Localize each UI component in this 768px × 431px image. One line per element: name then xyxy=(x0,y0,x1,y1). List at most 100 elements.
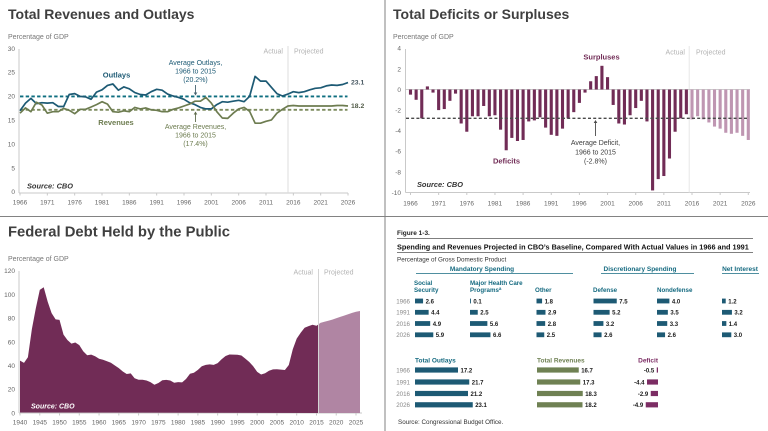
svg-text:4.0: 4.0 xyxy=(672,299,681,305)
svg-text:2.9: 2.9 xyxy=(548,311,557,317)
svg-text:1965: 1965 xyxy=(112,420,127,427)
svg-text:Source: CBO: Source: CBO xyxy=(417,180,463,189)
svg-text:2020: 2020 xyxy=(329,420,344,427)
svg-text:Surpluses: Surpluses xyxy=(583,53,619,62)
svg-text:Projected: Projected xyxy=(294,49,324,56)
svg-text:Deficits: Deficits xyxy=(493,157,520,166)
svg-text:Programsa: Programsa xyxy=(470,286,502,294)
svg-text:Nondefense: Nondefense xyxy=(657,287,693,294)
svg-text:1996: 1996 xyxy=(177,200,192,207)
svg-text:(-2.8%): (-2.8%) xyxy=(584,159,607,166)
svg-text:25: 25 xyxy=(8,70,16,77)
svg-text:2025: 2025 xyxy=(349,420,364,427)
svg-text:1966: 1966 xyxy=(396,367,410,374)
svg-text:Actual: Actual xyxy=(264,49,284,56)
svg-text:Mandatory Spending: Mandatory Spending xyxy=(450,266,514,273)
svg-text:Average Deficit,: Average Deficit, xyxy=(571,140,620,147)
svg-text:2015: 2015 xyxy=(309,420,324,427)
svg-text:100: 100 xyxy=(4,292,15,299)
svg-text:23.1: 23.1 xyxy=(351,80,364,87)
svg-text:1.8: 1.8 xyxy=(545,299,554,305)
svg-text:16.7: 16.7 xyxy=(581,368,593,374)
svg-text:1996: 1996 xyxy=(572,201,587,208)
svg-text:Discretionary Spending: Discretionary Spending xyxy=(604,266,677,273)
svg-text:3.2: 3.2 xyxy=(606,322,615,328)
svg-text:23.1: 23.1 xyxy=(475,403,487,409)
svg-text:2.5: 2.5 xyxy=(547,333,556,339)
svg-text:-2.9: -2.9 xyxy=(638,392,649,398)
svg-text:2011: 2011 xyxy=(259,200,273,207)
svg-text:Total Revenues: Total Revenues xyxy=(537,358,585,365)
svg-text:Other: Other xyxy=(535,287,552,294)
svg-text:1955: 1955 xyxy=(72,420,87,427)
svg-text:Outlays: Outlays xyxy=(103,71,131,80)
svg-text:15: 15 xyxy=(8,118,16,125)
svg-text:Projected: Projected xyxy=(324,270,354,277)
svg-text:1991: 1991 xyxy=(149,200,164,207)
svg-text:20: 20 xyxy=(8,387,16,394)
svg-text:0.1: 0.1 xyxy=(473,299,482,305)
svg-text:7.5: 7.5 xyxy=(619,299,628,305)
svg-text:3.0: 3.0 xyxy=(734,333,743,339)
svg-text:1945: 1945 xyxy=(33,420,48,427)
svg-text:3.5: 3.5 xyxy=(670,311,679,317)
svg-text:1991: 1991 xyxy=(544,201,559,208)
svg-text:10: 10 xyxy=(8,141,16,148)
svg-text:-4: -4 xyxy=(395,128,401,135)
svg-text:1966 to 2015: 1966 to 2015 xyxy=(575,149,616,156)
svg-text:2011: 2011 xyxy=(657,201,671,208)
svg-text:Source: CBO: Source: CBO xyxy=(31,404,75,411)
svg-text:1986: 1986 xyxy=(516,201,531,208)
svg-text:(20.2%): (20.2%) xyxy=(183,77,208,84)
svg-text:80: 80 xyxy=(8,316,16,323)
svg-text:2001: 2001 xyxy=(600,201,615,208)
svg-text:2006: 2006 xyxy=(231,200,246,207)
svg-text:-10: -10 xyxy=(392,190,402,197)
svg-text:Spending and Revenues Projecte: Spending and Revenues Projected in CBO’s… xyxy=(397,243,749,252)
svg-text:1986: 1986 xyxy=(122,200,137,207)
svg-text:6.6: 6.6 xyxy=(493,333,502,339)
svg-text:2.8: 2.8 xyxy=(548,322,557,328)
svg-text:40: 40 xyxy=(8,363,16,370)
svg-text:Deficit: Deficit xyxy=(638,358,659,365)
svg-text:Major Health Care: Major Health Care xyxy=(470,280,523,287)
svg-text:Projected: Projected xyxy=(696,50,726,57)
svg-text:2016: 2016 xyxy=(685,201,700,208)
svg-text:4: 4 xyxy=(397,46,401,53)
svg-text:1976: 1976 xyxy=(67,200,82,207)
svg-text:1971: 1971 xyxy=(40,200,55,207)
svg-text:-4.9: -4.9 xyxy=(633,403,644,409)
svg-text:1950: 1950 xyxy=(52,420,67,427)
svg-text:2.6: 2.6 xyxy=(426,299,435,305)
svg-text:Average Revenues,: Average Revenues, xyxy=(165,124,226,131)
svg-text:1981: 1981 xyxy=(95,200,110,207)
svg-text:1966: 1966 xyxy=(396,298,410,305)
svg-text:21.2: 21.2 xyxy=(471,392,483,398)
svg-text:2021: 2021 xyxy=(313,200,328,207)
svg-text:Defense: Defense xyxy=(593,287,618,294)
svg-text:-8: -8 xyxy=(395,169,401,176)
svg-text:-4.4: -4.4 xyxy=(634,380,645,386)
svg-text:2021: 2021 xyxy=(713,201,728,208)
svg-text:-2: -2 xyxy=(395,108,401,115)
svg-text:1985: 1985 xyxy=(191,420,206,427)
svg-text:2016: 2016 xyxy=(286,200,301,207)
svg-text:18.3: 18.3 xyxy=(585,392,597,398)
svg-text:1970: 1970 xyxy=(131,420,146,427)
svg-text:Total Outlays: Total Outlays xyxy=(415,358,456,365)
svg-text:1966: 1966 xyxy=(13,200,28,207)
svg-text:Average Outlays,: Average Outlays, xyxy=(169,60,223,67)
svg-text:Security: Security xyxy=(414,287,439,294)
svg-text:5.2: 5.2 xyxy=(612,311,621,317)
svg-text:17.2: 17.2 xyxy=(461,368,473,374)
svg-text:2006: 2006 xyxy=(628,201,643,208)
svg-text:2005: 2005 xyxy=(270,420,285,427)
svg-text:1971: 1971 xyxy=(431,201,446,208)
svg-text:2016: 2016 xyxy=(396,321,410,328)
svg-text:-6: -6 xyxy=(395,149,401,156)
svg-text:18.2: 18.2 xyxy=(585,403,597,409)
svg-text:1.2: 1.2 xyxy=(728,299,737,305)
svg-text:5.6: 5.6 xyxy=(490,322,499,328)
svg-text:(17.4%): (17.4%) xyxy=(183,141,208,148)
svg-text:1940: 1940 xyxy=(13,420,28,427)
